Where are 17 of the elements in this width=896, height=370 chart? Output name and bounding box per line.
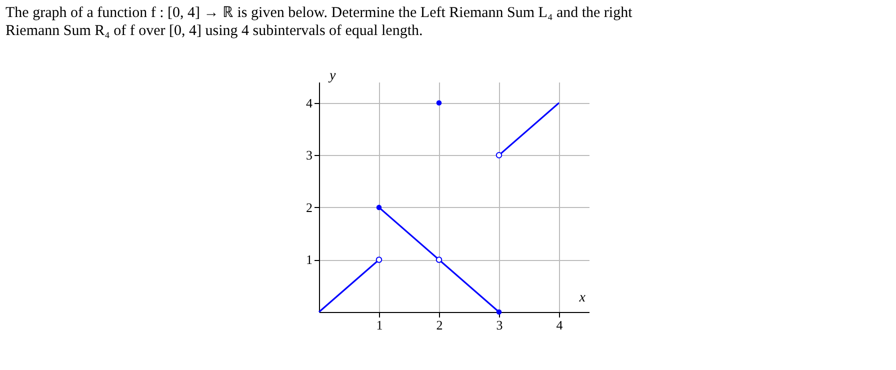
chart-title: The graph of a function f : [0, 4] → ℝ is given below. Determine the Left Riemann Sum L₄ and the right Riemann Sum R₄ of f over [0, 4] using 4 subintervals of equal length.	[6, 5, 634, 39]
x-tick-label: 1	[376, 318, 383, 332]
point	[436, 256, 442, 263]
point	[436, 100, 442, 106]
point	[376, 204, 382, 210]
x-tick-label: 3	[496, 318, 503, 332]
x-tick-label: 4	[556, 318, 564, 332]
point	[496, 309, 502, 315]
y-tick-label: 3	[306, 148, 312, 163]
point	[496, 152, 502, 158]
x-tick-label: 2	[436, 318, 443, 332]
x-axis-title: x	[578, 290, 586, 306]
y-tick-label: 1	[306, 252, 312, 268]
point	[376, 256, 382, 263]
y-tick-label: 4	[306, 95, 313, 110]
y-tick-label: 2	[306, 200, 312, 215]
y-axis-title: y	[328, 68, 336, 84]
